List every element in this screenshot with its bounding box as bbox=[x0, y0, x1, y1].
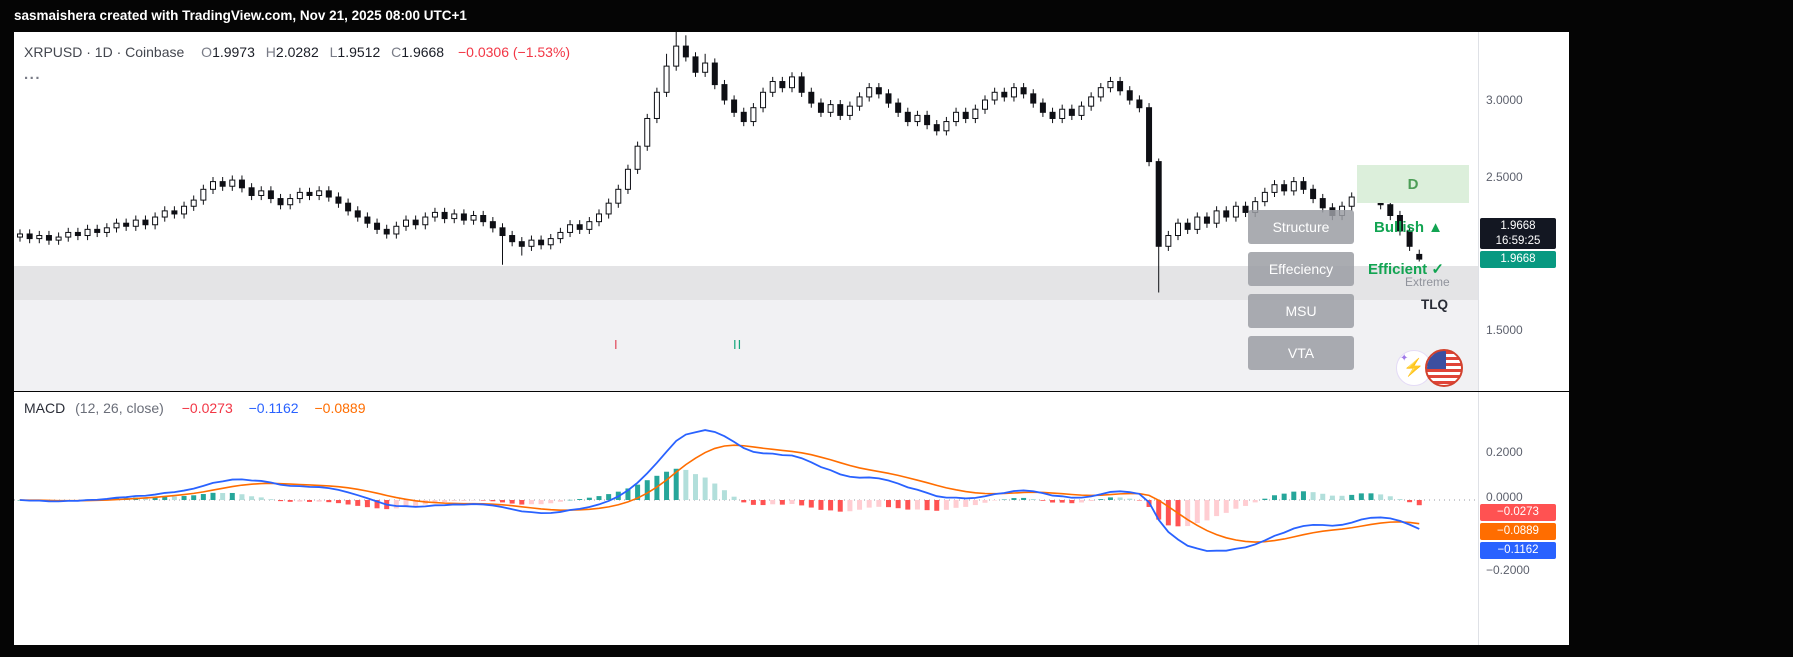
symbol-title[interactable]: XRPUSD · 1D · Coinbase bbox=[24, 44, 185, 60]
indicator-logos[interactable]: ✦ ⚡ bbox=[1396, 349, 1463, 387]
pattern-marker-two: II bbox=[733, 337, 743, 352]
demand-zone-letter: D bbox=[1357, 165, 1469, 203]
macd-hist-badge: −0.0273 bbox=[1480, 504, 1556, 521]
extreme-label: Extreme bbox=[1405, 275, 1450, 289]
msu-status: TLQ bbox=[1421, 297, 1448, 312]
change-value: −0.0306 (−1.53%) bbox=[457, 44, 571, 60]
sparkle-icon: ✦ bbox=[1400, 353, 1409, 364]
vta-button[interactable]: VTA bbox=[1248, 336, 1354, 370]
macd-hist-value: −0.0273 bbox=[181, 400, 233, 416]
macd-signal-badge: −0.0889 bbox=[1480, 523, 1556, 540]
price-tick: 1.5000 bbox=[1486, 323, 1523, 337]
candlestick-chart[interactable] bbox=[14, 32, 1478, 391]
price-chart-panel[interactable]: XRPUSD · 1D · Coinbase O1.9973 H2.0282 L… bbox=[14, 32, 1569, 391]
macd-tick: 0.0000 bbox=[1486, 490, 1523, 504]
pattern-marker-one: I bbox=[614, 337, 618, 352]
macd-line-badge: −0.1162 bbox=[1480, 542, 1556, 559]
structure-status: Bullish ▲ bbox=[1374, 219, 1444, 236]
watermark-text: sasmaishera created with TradingView.com… bbox=[14, 8, 467, 23]
low-value: 1.9512 bbox=[337, 44, 381, 60]
msu-button[interactable]: MSU bbox=[1248, 294, 1354, 328]
open-label: O bbox=[201, 44, 213, 60]
demand-zone-band bbox=[14, 266, 1478, 300]
chart-legend[interactable]: XRPUSD · 1D · Coinbase O1.9973 H2.0282 L… bbox=[24, 44, 570, 60]
macd-tick: 0.2000 bbox=[1486, 445, 1523, 459]
low-label: L bbox=[329, 44, 338, 60]
macd-legend[interactable]: MACD (12, 26, close) −0.0273 −0.1162 −0.… bbox=[24, 400, 365, 416]
price-scale[interactable]: 3.0000 2.5000 1.5000 1.9668 16:59:25 1.9… bbox=[1478, 32, 1569, 391]
macd-title[interactable]: MACD bbox=[24, 400, 66, 416]
macd-tick: −0.2000 bbox=[1486, 563, 1530, 577]
last-price-badge: 1.9668 bbox=[1480, 251, 1556, 268]
close-value: 1.9668 bbox=[401, 44, 445, 60]
structure-button[interactable]: Structure bbox=[1248, 210, 1354, 244]
macd-line-value: −0.1162 bbox=[248, 400, 299, 416]
macd-chart[interactable] bbox=[14, 392, 1478, 645]
indicator-more-button[interactable]: ... bbox=[24, 66, 42, 83]
price-tick: 3.0000 bbox=[1486, 93, 1523, 107]
close-price-badge: 1.9668 16:59:25 bbox=[1480, 218, 1556, 249]
close-price-value: 1.9668 bbox=[1500, 220, 1536, 232]
macd-signal-value: −0.0889 bbox=[314, 400, 366, 416]
close-label: C bbox=[391, 44, 402, 60]
watermark-bar: sasmaishera created with TradingView.com… bbox=[0, 0, 1793, 32]
macd-scale[interactable]: 0.2000 0.0000 −0.2000 −0.0273 −0.0889 −0… bbox=[1478, 392, 1569, 645]
price-tick: 2.5000 bbox=[1486, 170, 1523, 184]
high-label: H bbox=[265, 44, 276, 60]
open-value: 1.9973 bbox=[212, 44, 255, 60]
bar-countdown: 16:59:25 bbox=[1495, 234, 1541, 247]
macd-params: (12, 26, close) bbox=[75, 400, 164, 416]
high-value: 2.0282 bbox=[275, 44, 319, 60]
flag-canton bbox=[1427, 351, 1446, 369]
usa-flag-icon[interactable] bbox=[1425, 349, 1463, 387]
demand-zone-band-lower bbox=[14, 300, 1478, 391]
effeciency-button[interactable]: Effeciency bbox=[1248, 252, 1354, 286]
efficiency-status: Efficient ✓ bbox=[1368, 261, 1444, 278]
macd-panel[interactable]: MACD (12, 26, close) −0.0273 −0.1162 −0.… bbox=[14, 392, 1569, 645]
